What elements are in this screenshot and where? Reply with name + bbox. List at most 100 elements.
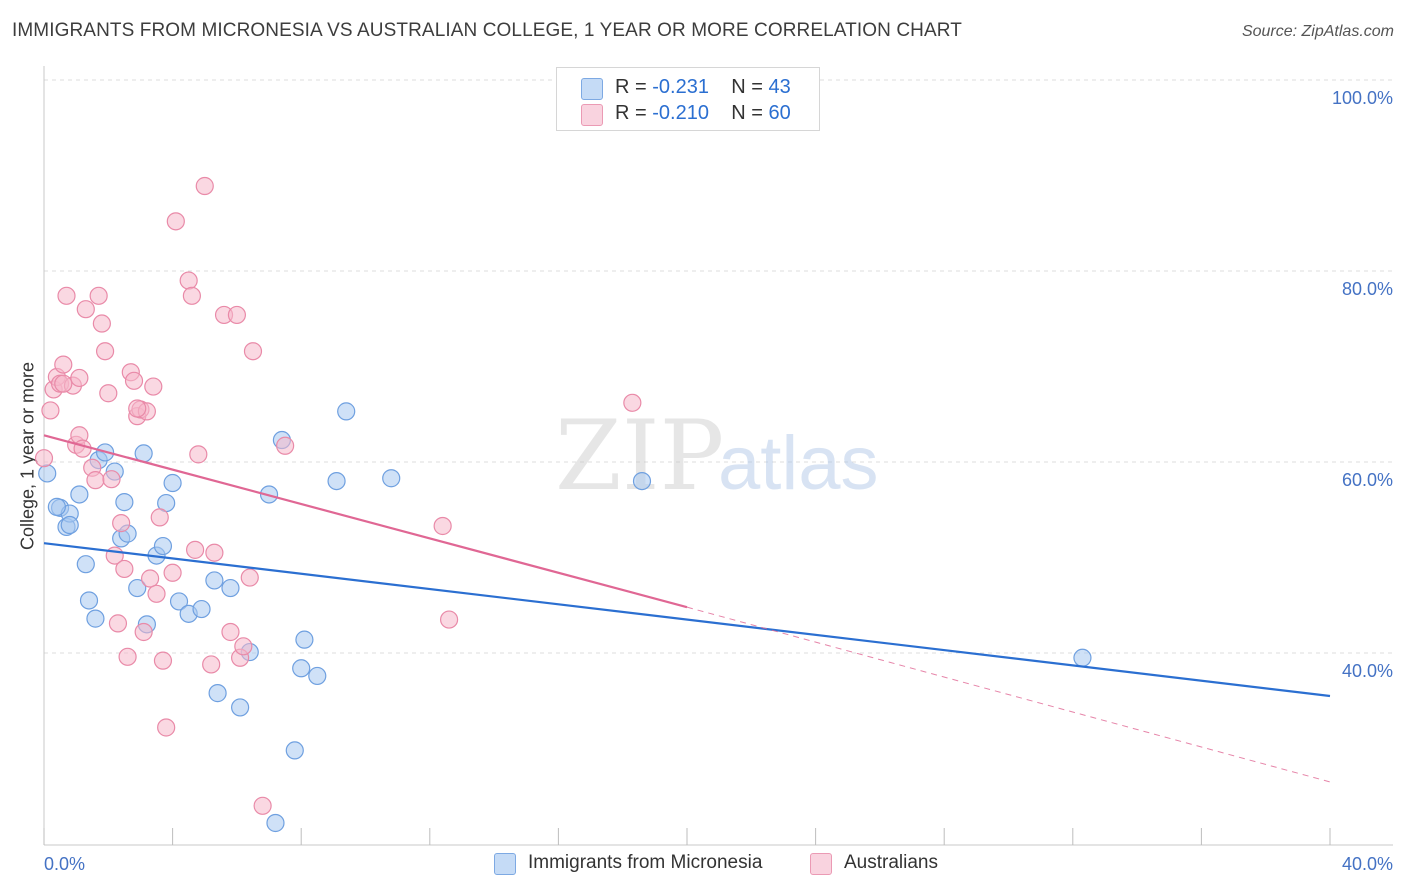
point-micronesia [266, 813, 285, 833]
watermark-atlas: atlas [718, 421, 879, 506]
point-micronesia [60, 515, 79, 535]
point-micronesia [382, 469, 401, 488]
point-australians [73, 439, 92, 458]
point-micronesia [1073, 648, 1092, 667]
point-australians [89, 286, 108, 305]
legend-swatch-australians [581, 104, 603, 126]
r-label: R = [615, 76, 647, 98]
point-micronesia [153, 536, 173, 556]
point-australians [182, 286, 201, 305]
point-australians [623, 393, 642, 412]
point-australians [202, 655, 221, 674]
y-tick-label: 60.0% [1342, 470, 1393, 490]
point-australians [189, 445, 208, 464]
n-value: 43 [768, 76, 791, 98]
tick-labels: 100.0% 80.0% 60.0% 40.0% 0.0% 40.0% [44, 88, 1393, 874]
point-australians [54, 374, 73, 393]
point-micronesia [632, 472, 652, 491]
point-australians [115, 559, 134, 579]
point-australians [163, 563, 182, 582]
point-australians [439, 610, 459, 629]
point-australians [179, 271, 198, 290]
point-australians [276, 436, 295, 455]
point-australians [147, 584, 166, 603]
legend-label-micronesia: Immigrants from Micronesia [528, 852, 763, 873]
point-micronesia [308, 666, 327, 686]
point-micronesia [128, 578, 147, 598]
watermark-zip: ZIP [555, 400, 724, 512]
point-australians [153, 651, 173, 670]
trend-line-micronesia [43, 542, 1331, 698]
point-micronesia [70, 485, 89, 504]
trend-line-australians-extrapolated [686, 606, 1331, 783]
point-australians [112, 514, 131, 533]
x-tick-label: 40.0% [1342, 854, 1393, 874]
point-australians [70, 368, 89, 388]
point-micronesia [208, 684, 227, 703]
point-australians [234, 637, 253, 656]
point-australians [186, 540, 205, 559]
point-micronesia [221, 578, 240, 598]
source-label: Source: ZipAtlas.com [1241, 23, 1394, 40]
point-australians [86, 471, 105, 490]
n-label: N = [731, 102, 763, 124]
point-australians [57, 286, 76, 305]
point-micronesia [115, 493, 134, 512]
point-australians [124, 371, 144, 390]
y-tick-label: 100.0% [1332, 88, 1393, 108]
point-australians [253, 796, 272, 815]
point-australians [76, 300, 95, 319]
r-value: -0.210 [652, 102, 709, 124]
point-australians [195, 176, 214, 196]
point-australians [140, 569, 160, 588]
x-tick-label: 0.0% [44, 854, 85, 874]
point-australians [166, 212, 185, 231]
point-australians [205, 543, 224, 562]
point-australians [150, 508, 169, 527]
n-label: N = [731, 76, 763, 98]
point-micronesia [47, 497, 66, 516]
trend-layer [43, 434, 1331, 783]
point-micronesia [337, 402, 356, 421]
point-micronesia [79, 591, 99, 610]
point-australians [134, 622, 153, 642]
point-australians [243, 342, 263, 361]
point-australians [108, 614, 128, 633]
point-micronesia [205, 571, 224, 590]
point-micronesia [76, 555, 95, 574]
point-micronesia [292, 659, 311, 678]
point-australians [157, 718, 176, 737]
point-australians [240, 568, 259, 587]
legend-swatch-micronesia [581, 78, 603, 100]
point-micronesia [295, 630, 314, 649]
point-micronesia [327, 472, 346, 491]
r-label: R = [615, 102, 647, 124]
point-australians [433, 516, 452, 536]
r-value: -0.231 [652, 76, 709, 98]
point-micronesia [86, 609, 105, 628]
y-tick-label: 40.0% [1342, 661, 1393, 681]
legend-label-australians: Australians [844, 852, 938, 873]
point-micronesia [192, 599, 211, 619]
point-micronesia [285, 741, 304, 760]
legend-swatch-micronesia [494, 853, 516, 875]
point-australians [221, 622, 240, 642]
point-australians [99, 384, 118, 403]
watermark: ZIP atlas [555, 400, 879, 512]
point-micronesia [169, 592, 189, 611]
point-australians [118, 647, 137, 666]
legend-swatch-australians [810, 853, 832, 875]
y-tick-label: 80.0% [1342, 279, 1393, 299]
point-micronesia [163, 473, 182, 493]
point-australians [227, 305, 246, 325]
point-australians [92, 314, 111, 333]
point-australians [102, 470, 121, 489]
point-australians [41, 401, 60, 420]
point-australians [144, 377, 163, 396]
point-australians [95, 342, 115, 361]
chart-title: IMMIGRANTS FROM MICRONESIA VS AUSTRALIAN… [12, 20, 962, 41]
point-australians [128, 399, 147, 418]
point-australians [34, 449, 54, 468]
trend-line-australians [43, 434, 688, 609]
